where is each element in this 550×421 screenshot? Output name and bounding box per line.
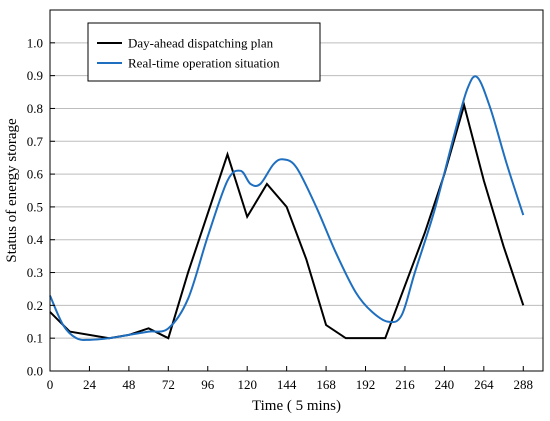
x-tick-label: 288 — [514, 377, 534, 392]
x-tick-label: 192 — [356, 377, 376, 392]
y-tick-label: 0.0 — [27, 364, 43, 379]
y-tick-label: 0.2 — [27, 298, 43, 313]
x-axis-title: Time ( 5 mins) — [252, 398, 341, 414]
x-tick-label: 240 — [435, 377, 455, 392]
x-tick-label: 96 — [201, 377, 215, 392]
series-line-real-time-operation-situation — [49, 75, 525, 341]
y-tick-label: 0.8 — [27, 101, 43, 116]
y-tick-label: 1.0 — [27, 35, 43, 50]
plot-frame — [49, 9, 544, 372]
y-axis-title: Status of energy storage — [4, 118, 20, 263]
x-tick-label: 120 — [237, 377, 257, 392]
y-tick-label: 0.3 — [27, 265, 43, 280]
legend-label: Day-ahead dispatching plan — [128, 36, 274, 51]
y-tick-label: 0.6 — [27, 167, 44, 182]
legend-box — [87, 22, 321, 82]
x-tick-label: 0 — [47, 377, 54, 392]
y-tick-label: 0.9 — [27, 68, 43, 83]
y-tick-label: 0.5 — [27, 199, 43, 214]
y-tick-label: 0.7 — [27, 134, 44, 149]
x-tick-label: 216 — [395, 377, 415, 392]
x-tick-label: 168 — [316, 377, 336, 392]
y-tick-label: 0.4 — [27, 232, 44, 247]
x-tick-label: 72 — [162, 377, 175, 392]
x-tick-label: 264 — [474, 377, 494, 392]
series-line-day-ahead-dispatching-plan — [49, 101, 525, 340]
y-tick-label: 0.1 — [27, 331, 43, 346]
x-tick-label: 144 — [277, 377, 297, 392]
x-tick-label: 24 — [83, 377, 97, 392]
x-tick-label: 48 — [122, 377, 135, 392]
legend-label: Real-time operation situation — [128, 56, 280, 71]
